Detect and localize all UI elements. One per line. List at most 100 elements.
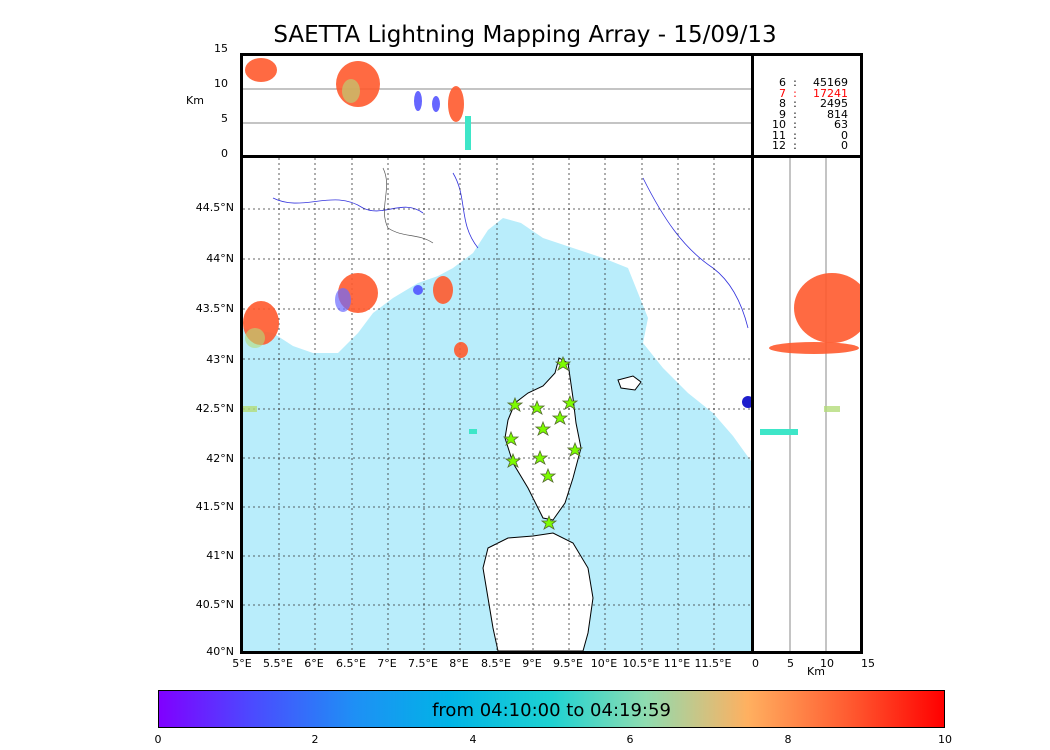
station-star [540,514,558,530]
river-line [452,172,479,249]
lat-tick-label: 42°N [206,452,234,465]
side-tick-label: 0 [752,657,759,670]
lon-tick-label: 8°E [449,657,469,670]
colorbar-tick: 8 [784,733,792,746]
lightning-cluster [824,406,840,412]
stats-sep: : [793,107,797,121]
river-line [272,197,424,214]
source-count-list: 6:45169 7:17241 8:2495 9:814 10:63 11:0 … [762,76,848,152]
stats-count: 2495 [820,97,848,110]
lightning-cluster [432,96,440,112]
colorbar-tick: 0 [154,733,162,746]
lon-tick-label: 5.5°E [263,657,293,670]
stats-count: 63 [834,118,848,131]
stats-count: 814 [827,107,848,121]
lightning-cluster [245,58,277,82]
time-colorbar: from 04:10:00 to 04:19:59 [158,690,945,728]
lat-tick-label: 43.5°N [195,302,234,315]
stats-count: 0 [841,128,848,142]
colorbar-time-range: from 04:10:00 to 04:19:59 [432,700,671,721]
lightning-cluster [469,429,477,434]
stats-row: 12: 0 [762,139,848,152]
stats-row: 10: 63 [762,118,848,131]
lightning-cluster [760,429,798,435]
lightning-cluster [794,273,860,343]
lightning-cluster [433,276,453,304]
lon-tick-label: 9°E [522,657,542,670]
lon-tick-label: 8.5°E [481,657,511,670]
top-panel-ylabel: Km [186,94,204,107]
border-line [382,167,434,244]
stats-level: 6 [779,76,786,89]
stats-sep: : [793,118,797,131]
corsica-island [504,357,582,521]
alt-tick-label: 5 [221,112,228,125]
lon-tick-label: 7°E [377,657,397,670]
colorbar-tick: 4 [469,733,477,746]
lightning-cluster [335,288,351,312]
stats-level: 7 [779,86,786,100]
side-tick-label: 5 [787,657,794,670]
map-panel [240,155,754,654]
altitude-scatter [243,58,751,150]
lat-tick-label: 41°N [206,549,234,562]
stats-level: 11 [772,128,786,142]
side-panel-xlabel: Km [807,665,825,678]
lon-tick-label: 10°E [590,657,618,670]
lon-tick-label: 11.5°E [694,657,732,670]
station-star [539,467,557,483]
stats-level: 8 [779,97,786,110]
lon-tick-label: 6°E [304,657,324,670]
lightning-cluster [465,116,471,150]
stats-row: 8: 2495 [762,97,848,110]
lon-tick-label: 5°E [232,657,252,670]
stats-row: 11: 0 [762,128,848,142]
lon-tick-label: 9.5°E [553,657,583,670]
station-markers [502,355,584,530]
stats-row: 7: 17241 [762,86,848,100]
station-star [554,355,572,371]
lightning-cluster [454,342,468,358]
stats-sep: : [793,139,797,152]
stats-level: 10 [772,118,786,131]
station-star [534,420,552,436]
altitude-longitude-panel [240,53,754,158]
lon-tick-label: 11°E [663,657,691,670]
stats-sep: : [793,86,797,100]
alt-tick-label: 15 [214,42,228,55]
colorbar-tick: 2 [311,733,319,746]
lon-tick-label: 6.5°E [336,657,366,670]
graticule [243,158,751,651]
station-star [551,409,569,425]
station-star [566,441,584,457]
lightning-cluster [742,396,751,408]
stats-level: 12 [772,139,786,152]
lightning-cluster [245,328,265,348]
lightning-cluster [448,86,464,122]
alt-tick-label: 0 [221,147,228,160]
station-star [528,399,546,415]
lat-tick-label: 40.5°N [195,598,234,611]
lon-tick-label: 10.5°E [622,657,660,670]
stats-level: 9 [779,107,786,121]
stats-row: 6: 45169 [762,76,848,89]
lightning-cluster [243,406,257,412]
station-star [506,396,524,412]
elba-island [617,375,642,391]
lat-tick-label: 42.5°N [195,402,234,415]
lightning-cluster [769,342,859,354]
stats-count: 17241 [813,86,848,100]
colorbar-tick: 6 [626,733,634,746]
station-star [561,394,579,410]
stats-count: 45169 [813,76,848,89]
lat-tick-label: 44.5°N [195,201,234,214]
stats-sep: : [793,97,797,110]
river-line [642,177,749,329]
lightning-cluster [414,91,422,111]
lat-tick-label: 41.5°N [195,500,234,513]
map-title: SAETTA Lightning Mapping Array - 15/09/1… [273,22,777,48]
latitude-scatter [760,158,860,651]
lat-tick-label: 43°N [206,353,234,366]
lat-tick-label: 44°N [206,252,234,265]
lightning-cluster [413,285,423,295]
